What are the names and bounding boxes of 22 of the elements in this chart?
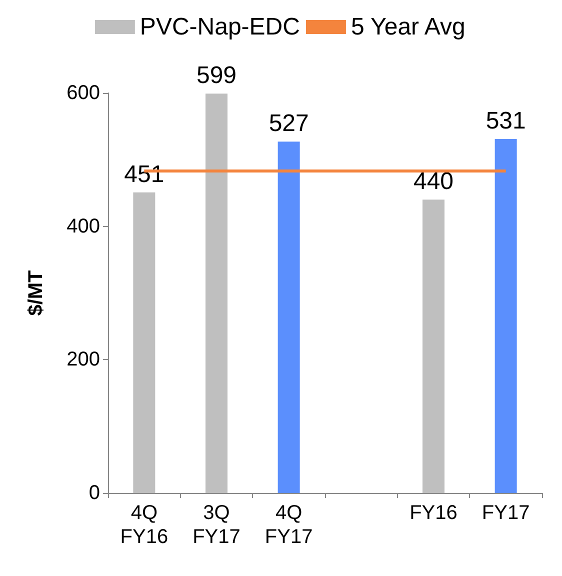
legend-label: 5 Year Avg [350, 14, 466, 40]
bar [133, 192, 156, 493]
y-tick-label: 0 [88, 482, 100, 504]
x-tick-label: 4Q FY17 [264, 502, 313, 548]
bar [494, 139, 517, 493]
x-tick-label: 3Q FY17 [192, 502, 240, 548]
x-tick-label: 4Q FY16 [120, 502, 168, 548]
y-tick-label: 200 [66, 348, 100, 371]
x-tick-label: FY17 [482, 502, 530, 524]
y-tick-label: 600 [66, 82, 100, 104]
bar [422, 200, 444, 493]
bar [206, 94, 228, 493]
y-tick-label: 400 [66, 215, 100, 238]
data-label: 599 [196, 62, 237, 90]
data-label: 440 [413, 168, 454, 196]
data-label: 527 [268, 110, 309, 138]
bar [278, 142, 300, 493]
legend-label: PVC-Nap-EDC [140, 14, 300, 40]
data-label: 451 [124, 160, 164, 188]
y-axis-title: $/MT [25, 270, 47, 316]
data-label: 531 [486, 108, 526, 134]
x-tick-label: FY16 [410, 502, 458, 524]
